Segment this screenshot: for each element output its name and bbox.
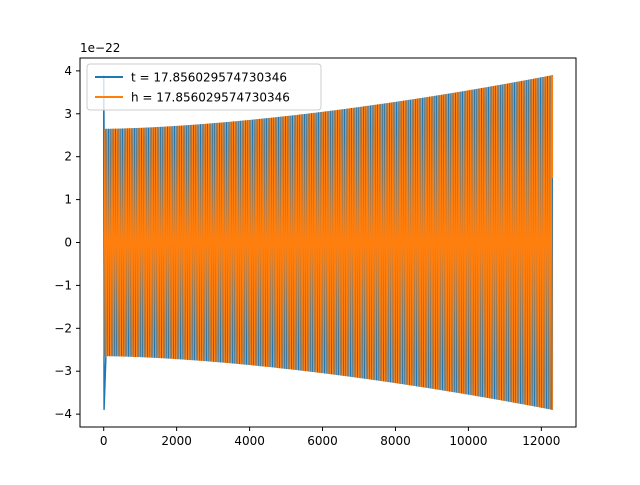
legend-box	[86, 63, 322, 111]
legend: t = 17.856029574730346 h = 17.8560295747…	[86, 63, 322, 111]
x-tick-label: 6000	[307, 434, 338, 448]
y-axis-offset-text: 1e−22	[80, 41, 120, 55]
legend-label-t: t = 17.856029574730346	[131, 71, 287, 85]
x-tick-label: 10000	[449, 434, 487, 448]
y-tick-label: 4	[64, 64, 72, 78]
x-tick-label: 2000	[161, 434, 192, 448]
y-tick-label: 3	[64, 107, 72, 121]
legend-label-h: h = 17.856029574730346	[131, 91, 290, 105]
x-axis: 0 2000 4000 6000 8000 10000 12000	[100, 427, 560, 448]
y-tick-label: −2	[54, 321, 72, 335]
y-tick-label: 0	[64, 236, 72, 250]
series-h	[103, 75, 554, 410]
x-tick-label: 4000	[234, 434, 265, 448]
y-axis: −4 −3 −2 −1 0 1 2 3 4	[54, 64, 80, 421]
x-tick-label: 0	[100, 434, 108, 448]
y-tick-label: −4	[54, 407, 72, 421]
y-tick-label: −3	[54, 364, 72, 378]
x-tick-label: 8000	[380, 434, 411, 448]
y-tick-label: −1	[54, 278, 72, 292]
series-line-h	[103, 75, 553, 410]
plot-area	[102, 75, 554, 410]
y-tick-label: 1	[64, 193, 72, 207]
x-tick-label: 12000	[522, 434, 560, 448]
y-tick-label: 2	[64, 150, 72, 164]
